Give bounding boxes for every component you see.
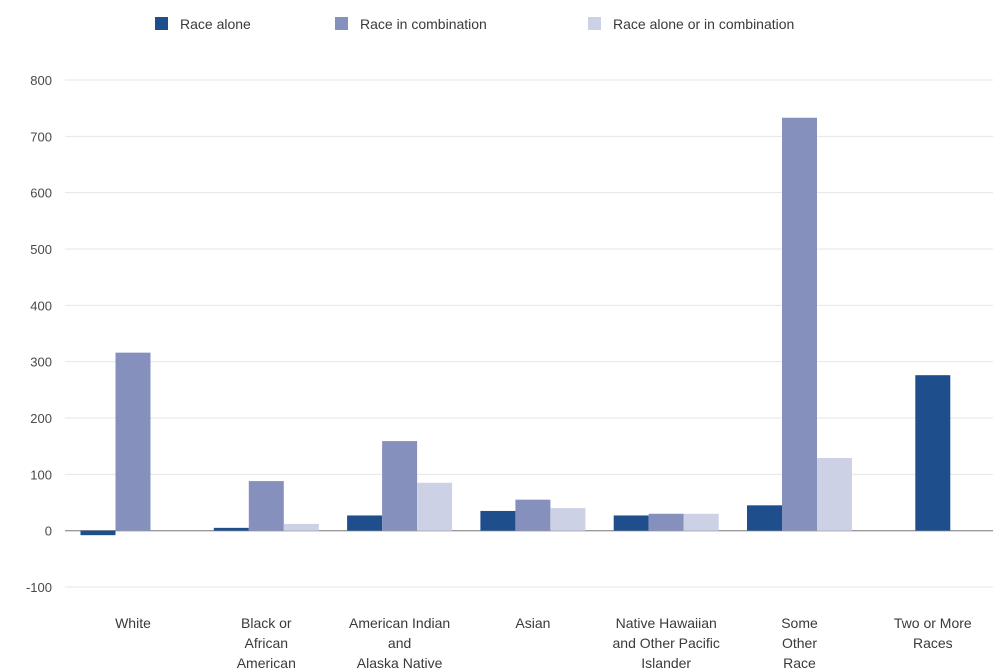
legend-swatch-3 — [588, 17, 601, 30]
x-tick-label: White — [115, 615, 151, 631]
bar-2-series-1 — [213, 527, 249, 531]
bar-5-series-3 — [683, 513, 719, 531]
legend-swatch-1 — [155, 17, 168, 30]
x-tick-label: Two or More Races — [894, 615, 972, 651]
x-axis: White Black or African American American Ind… — [115, 615, 972, 671]
x-tick-label: Asian — [515, 615, 550, 631]
bar-4-series-2 — [515, 499, 551, 531]
x-tick-label: Native Hawaiian and Other Pacific Islander — [613, 615, 720, 671]
bar-3-series-3 — [417, 482, 453, 531]
y-tick-label: 600 — [30, 186, 52, 201]
x-tick-label: American Indian and Alaska Native — [349, 615, 450, 671]
bar-4-series-3 — [550, 508, 586, 531]
y-tick-label: 0 — [45, 524, 52, 539]
bar-3-series-1 — [347, 515, 383, 531]
y-tick-label: 300 — [30, 355, 52, 370]
y-tick-label: -100 — [26, 580, 52, 595]
bar-6-series-3 — [817, 457, 852, 531]
bar-7-series-1 — [915, 375, 951, 531]
bar-3-series-2 — [382, 441, 418, 531]
x-tick-label: Some Other Race — [781, 615, 818, 671]
x-tick-label: Black or African American — [237, 615, 296, 671]
bar-4-series-1 — [480, 510, 516, 531]
legend: Race alone Race in combination Race alone … — [155, 16, 794, 32]
y-tick-label: 700 — [30, 129, 52, 144]
bar-2-series-2 — [248, 481, 284, 531]
legend-label-3: Race alone or in combination — [613, 16, 794, 32]
y-tick-label: 100 — [30, 467, 52, 482]
bars — [80, 117, 951, 536]
bar-1-series-1 — [80, 530, 116, 536]
y-axis: 800 700 600 500 400 300 200 100 0 -100 — [26, 73, 52, 595]
y-tick-label: 500 — [30, 242, 52, 257]
bar-6-series-2 — [782, 117, 817, 531]
bar-1-series-2 — [115, 352, 151, 531]
legend-label-1: Race alone — [180, 16, 251, 32]
bar-2-series-3 — [283, 523, 319, 531]
legend-label-2: Race in combination — [360, 16, 487, 32]
y-tick-label: 200 — [30, 411, 52, 426]
bar-6-series-1 — [747, 505, 782, 531]
bar-5-series-1 — [613, 515, 649, 531]
y-tick-label: 800 — [30, 73, 52, 88]
legend-swatch-2 — [335, 17, 348, 30]
bar-5-series-2 — [648, 513, 684, 531]
y-tick-label: 400 — [30, 298, 52, 313]
